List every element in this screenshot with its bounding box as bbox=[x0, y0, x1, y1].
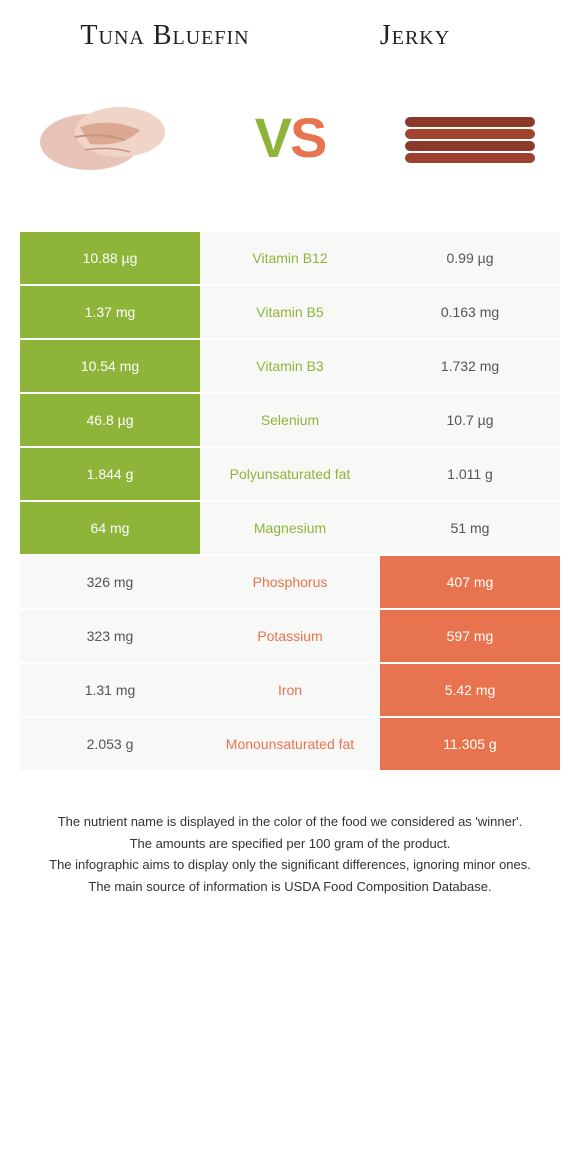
table-row: 46.8 µgSelenium10.7 µg bbox=[20, 394, 560, 448]
nutrient-label: Potassium bbox=[200, 610, 380, 662]
value-right: 1.732 mg bbox=[380, 340, 560, 392]
value-right: 0.163 mg bbox=[380, 286, 560, 338]
table-row: 10.88 µgVitamin B120.99 µg bbox=[20, 232, 560, 286]
value-left: 10.88 µg bbox=[20, 232, 200, 284]
value-left: 46.8 µg bbox=[20, 394, 200, 446]
table-row: 326 mgPhosphorus407 mg bbox=[20, 556, 560, 610]
nutrient-label: Vitamin B3 bbox=[200, 340, 380, 392]
value-right: 407 mg bbox=[380, 556, 560, 608]
value-right: 597 mg bbox=[380, 610, 560, 662]
nutrient-label: Magnesium bbox=[200, 502, 380, 554]
footer-line: The infographic aims to display only the… bbox=[30, 855, 550, 875]
value-left: 1.844 g bbox=[20, 448, 200, 500]
nutrient-label: Monounsaturated fat bbox=[200, 718, 380, 770]
table-row: 1.37 mgVitamin B50.163 mg bbox=[20, 286, 560, 340]
value-right: 0.99 µg bbox=[380, 232, 560, 284]
value-left: 10.54 mg bbox=[20, 340, 200, 392]
value-right: 1.011 g bbox=[380, 448, 560, 500]
tuna-image bbox=[30, 82, 190, 192]
footer-line: The amounts are specified per 100 gram o… bbox=[30, 834, 550, 854]
table-row: 1.31 mgIron5.42 mg bbox=[20, 664, 560, 718]
table-row: 2.053 gMonounsaturated fat11.305 g bbox=[20, 718, 560, 772]
images-row: VS bbox=[0, 62, 580, 222]
nutrient-label: Phosphorus bbox=[200, 556, 380, 608]
table-row: 64 mgMagnesium51 mg bbox=[20, 502, 560, 556]
value-left: 64 mg bbox=[20, 502, 200, 554]
value-left: 1.37 mg bbox=[20, 286, 200, 338]
footer-text: The nutrient name is displayed in the co… bbox=[0, 772, 580, 918]
value-right: 5.42 mg bbox=[380, 664, 560, 716]
value-right: 10.7 µg bbox=[380, 394, 560, 446]
vs-label: VS bbox=[255, 105, 326, 170]
table-row: 10.54 mgVitamin B31.732 mg bbox=[20, 340, 560, 394]
nutrient-label: Polyunsaturated fat bbox=[200, 448, 380, 500]
header: Tuna Bluefin Jerky bbox=[0, 0, 580, 62]
footer-line: The nutrient name is displayed in the co… bbox=[30, 812, 550, 832]
value-right: 51 mg bbox=[380, 502, 560, 554]
food-right-title: Jerky bbox=[290, 20, 540, 52]
nutrient-label: Iron bbox=[200, 664, 380, 716]
nutrient-label: Vitamin B5 bbox=[200, 286, 380, 338]
vs-v: V bbox=[255, 106, 290, 169]
nutrient-label: Selenium bbox=[200, 394, 380, 446]
table-row: 323 mgPotassium597 mg bbox=[20, 610, 560, 664]
jerky-image bbox=[390, 82, 550, 192]
value-left: 323 mg bbox=[20, 610, 200, 662]
value-right: 11.305 g bbox=[380, 718, 560, 770]
table-row: 1.844 gPolyunsaturated fat1.011 g bbox=[20, 448, 560, 502]
nutrient-label: Vitamin B12 bbox=[200, 232, 380, 284]
vs-s: S bbox=[290, 106, 325, 169]
value-left: 326 mg bbox=[20, 556, 200, 608]
value-left: 1.31 mg bbox=[20, 664, 200, 716]
nutrient-table: 10.88 µgVitamin B120.99 µg1.37 mgVitamin… bbox=[20, 232, 560, 772]
value-left: 2.053 g bbox=[20, 718, 200, 770]
footer-line: The main source of information is USDA F… bbox=[30, 877, 550, 897]
food-left-title: Tuna Bluefin bbox=[40, 20, 290, 52]
